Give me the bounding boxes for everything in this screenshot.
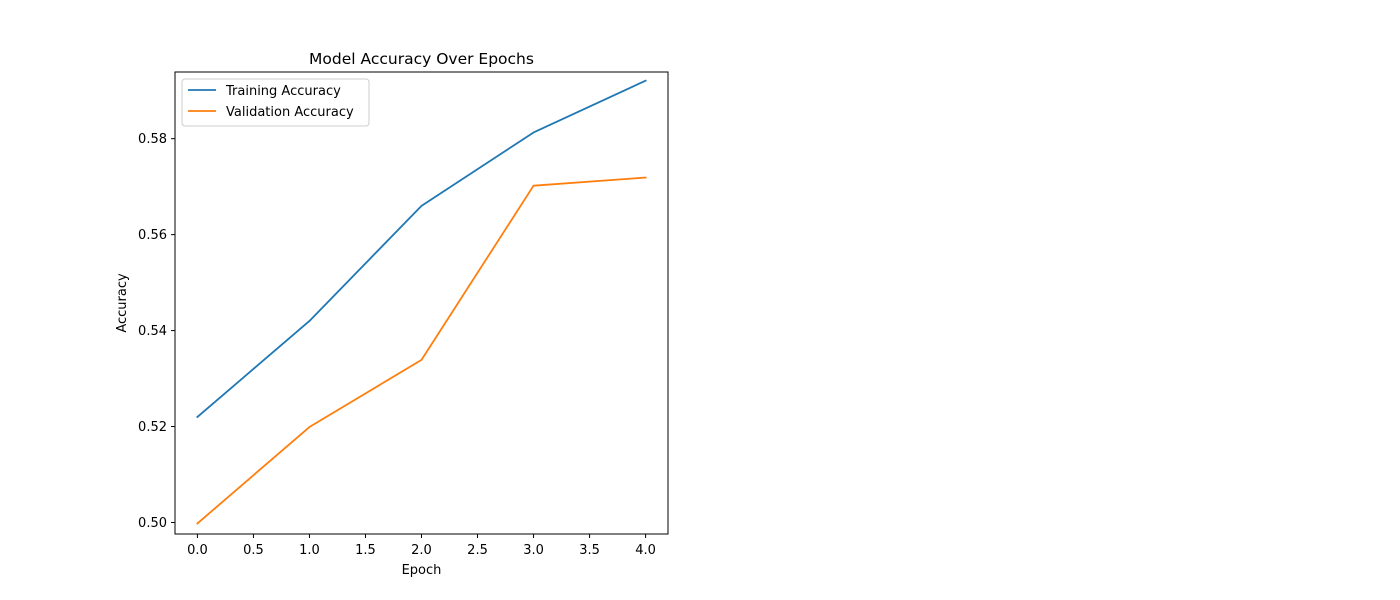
- x-tick-label: 2.5: [467, 543, 488, 558]
- y-tick-label: 0.50: [138, 516, 167, 531]
- series-line-0: [196, 79, 647, 419]
- series-layer: [196, 79, 647, 525]
- legend-box: [181, 78, 370, 127]
- legend: Training Accuracy Validation Accuracy: [181, 78, 370, 127]
- x-tick-label: 1.5: [355, 543, 376, 558]
- chart-title: Model Accuracy Over Epochs: [309, 50, 534, 68]
- x-tick-label: 3.5: [579, 543, 600, 558]
- x-tick-label: 3.0: [523, 543, 544, 558]
- legend-label-training: Training Accuracy: [225, 84, 341, 99]
- x-tick-label: 4.0: [635, 543, 656, 558]
- x-axis: 0.0 0.5 1.0 1.5 2.0 2.5 3.0 3.5 4.0: [187, 534, 656, 558]
- y-tick-label: 0.54: [138, 324, 167, 339]
- x-axis-label: Epoch: [402, 563, 442, 578]
- legend-label-validation: Validation Accuracy: [226, 105, 354, 120]
- x-tick-label: 0.0: [187, 543, 208, 558]
- y-axis-label: Accuracy: [115, 273, 130, 333]
- y-axis: 0.50 0.52 0.54 0.56 0.58: [138, 132, 175, 531]
- y-tick-label: 0.58: [138, 132, 167, 147]
- x-tick-label: 1.0: [299, 543, 320, 558]
- series-line-1: [196, 176, 647, 525]
- y-tick-label: 0.56: [138, 228, 167, 243]
- x-tick-label: 0.5: [243, 543, 264, 558]
- y-tick-label: 0.52: [138, 420, 167, 435]
- x-tick-label: 2.0: [411, 543, 432, 558]
